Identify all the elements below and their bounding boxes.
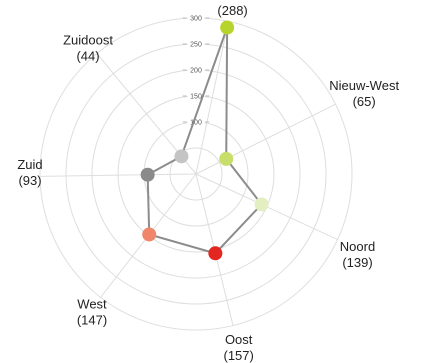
category-name: Noord: [340, 239, 375, 254]
tick-label-bg-200: [187, 65, 205, 75]
category-value: (147): [77, 312, 107, 327]
point-west: [142, 227, 157, 242]
tick-label-100: 100: [190, 120, 202, 127]
category-label-centrum: Centrum(288): [208, 0, 258, 18]
category-value: (288): [217, 3, 247, 18]
category-label-nieuw-west: Nieuw-West (65): [329, 78, 399, 109]
category-value: (157): [223, 348, 253, 363]
point-oost: [208, 246, 223, 261]
category-value: (65): [353, 94, 376, 109]
tick-label-bg-100: [187, 117, 205, 127]
spoke-centrum: [195, 21, 229, 175]
tick-label-bg-250: [187, 39, 205, 49]
data-points: [140, 20, 269, 261]
category-name: Zuidoost: [63, 33, 113, 48]
category-label-noord: Noord (139): [340, 239, 375, 270]
category-label-zuid: Zuid (93): [17, 157, 42, 188]
point-nieuw-west: [219, 151, 234, 166]
tick-label-bg-150: [187, 91, 205, 101]
spoke-zuid: [40, 173, 197, 177]
category-label-zuidoost: Zuidoost (44): [63, 33, 113, 64]
tick-label-200: 200: [190, 68, 202, 75]
tick-label-bg-300: [187, 13, 205, 23]
category-label-west: West (147): [77, 296, 107, 327]
category-name: Nieuw-West: [329, 78, 399, 93]
category-name: Oost: [225, 332, 253, 347]
category-name: Zuid: [17, 157, 42, 172]
category-value: (139): [342, 255, 372, 270]
category-value: (93): [18, 173, 41, 188]
point-zuid: [140, 167, 155, 182]
point-zuidoost: [174, 149, 189, 164]
category-name: Centrum: [208, 0, 258, 2]
spoke-nieuw-west: [195, 103, 336, 175]
category-label-oost: Oost (157): [223, 332, 253, 363]
point-noord: [254, 197, 269, 212]
category-labels: Centrum(288) Nieuw-West(65) Noord(139) Oost…: [17, 0, 399, 363]
tick-label-250: 250: [190, 42, 202, 49]
series-line: [146, 27, 263, 255]
category-name: West: [77, 296, 107, 311]
tick-label-150: 150: [190, 94, 202, 101]
tick-label-300: 300: [190, 16, 202, 23]
point-centrum: [220, 20, 235, 35]
category-value: (44): [76, 49, 99, 64]
radial-tick-labels: 100 150 200 250 300: [182, 13, 210, 127]
